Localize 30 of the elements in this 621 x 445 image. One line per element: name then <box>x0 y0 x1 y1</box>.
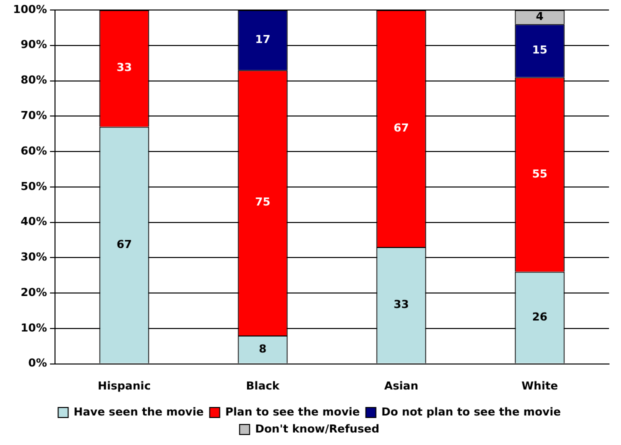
data-label: 4 <box>536 10 544 23</box>
x-tick-label: Black <box>246 379 280 392</box>
data-label: 15 <box>532 44 548 57</box>
data-label: 67 <box>394 121 409 134</box>
y-tick-label: 30% <box>20 250 47 264</box>
data-label: 8 <box>258 342 267 356</box>
legend-label: Have seen the movie <box>74 405 204 418</box>
data-label: 33 <box>116 61 132 74</box>
y-tick-label: 50% <box>20 180 47 193</box>
x-tick-label: Asian <box>384 379 418 392</box>
y-tick-label: 60% <box>20 144 47 158</box>
data-label: 26 <box>532 310 548 324</box>
y-tick-label: 80% <box>20 74 47 87</box>
y-tick-label: 70% <box>20 109 47 122</box>
legend-label: Do not plan to see the movie <box>381 405 561 418</box>
data-label: 17 <box>255 32 270 46</box>
x-tick-label: Hispanic <box>98 379 151 392</box>
legend-label: Don't know/Refused <box>255 422 380 436</box>
y-tick-label: 10% <box>20 321 47 334</box>
data-label: 33 <box>394 298 409 312</box>
y-tick-label: 90% <box>20 38 47 52</box>
data-label: 67 <box>116 238 132 251</box>
y-tick-label: 100% <box>13 2 47 16</box>
legend-label: Plan to see the movie <box>225 405 360 418</box>
data-label: 55 <box>532 167 548 180</box>
data-label: 75 <box>255 196 270 209</box>
y-tick-label: 40% <box>20 215 47 228</box>
y-tick-label: 20% <box>20 286 47 299</box>
x-tick-label: White <box>522 379 558 392</box>
y-tick-label: 0% <box>28 356 47 370</box>
